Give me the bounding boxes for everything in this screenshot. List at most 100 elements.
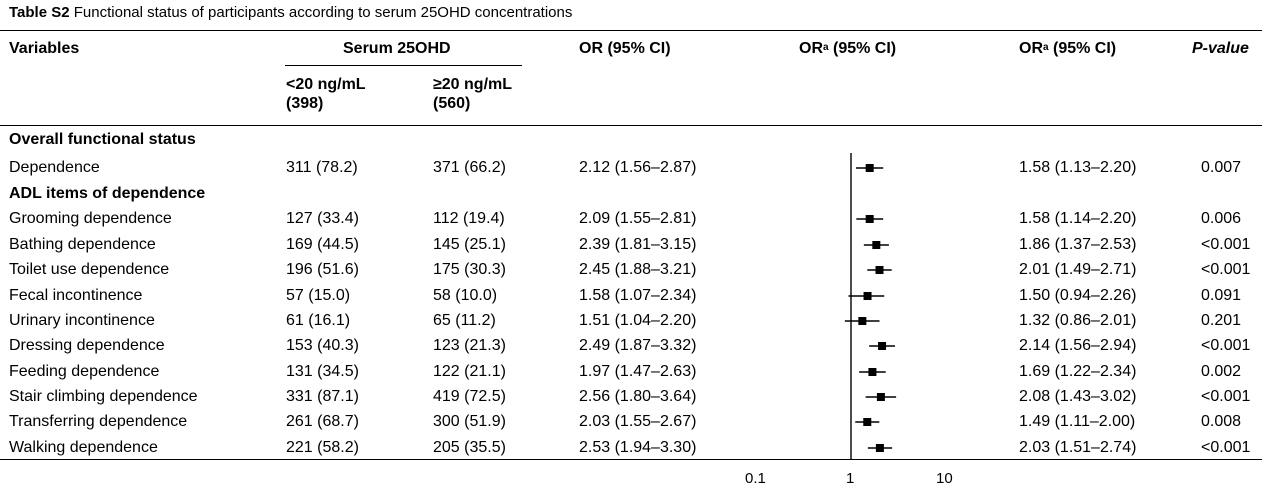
cell-or: 1.51 (1.04–2.20) (579, 312, 697, 329)
table-row: Fecal incontinence 57 (15.0) 58 (10.0) 1.58… (0, 287, 1267, 309)
table-row: Feeding dependence 131 (34.5) 122 (21.1) 1.… (0, 363, 1267, 385)
cell-or: 1.58 (1.07–2.34) (579, 287, 697, 304)
cell-or: 2.03 (1.55–2.67) (579, 413, 697, 430)
point-estimate (863, 418, 872, 426)
header-pvalue: P-value (1192, 40, 1249, 57)
point-estimate (868, 368, 877, 376)
point-estimate (878, 342, 887, 350)
header-or: OR (95% CI) (579, 40, 671, 57)
header-rule (0, 125, 1262, 126)
cell-p: 0.006 (1201, 210, 1242, 227)
header-ge20: ≥20 ng/mL (560) (433, 75, 512, 113)
point-estimate (863, 292, 872, 300)
cell-p: 0.007 (1201, 159, 1242, 176)
caption-label: Table S2 (9, 4, 70, 21)
cell-or: 2.09 (1.55–2.81) (579, 210, 697, 227)
cell-ora: 2.01 (1.49–2.71) (1019, 261, 1137, 278)
header-ora-main: OR (1019, 40, 1043, 57)
cell-ora: 1.49 (1.11–2.00) (1019, 413, 1136, 430)
cell-name: Bathing dependence (9, 236, 156, 253)
cell-name: Dressing dependence (9, 337, 165, 354)
cell-ora: 1.58 (1.14–2.20) (1019, 210, 1137, 227)
cell-or: 2.56 (1.80–3.64) (579, 388, 697, 405)
cell-name: Grooming dependence (9, 210, 172, 227)
table-row: Transferring dependence 261 (68.7) 300 (51… (0, 413, 1267, 435)
cell-lt20: 131 (34.5) (286, 363, 359, 380)
cell-ge20: 123 (21.3) (433, 337, 506, 354)
cell-name: Toilet use dependence (9, 261, 170, 278)
point-estimate (872, 241, 881, 249)
cell-name: Feeding dependence (9, 363, 160, 380)
cell-ora: 2.14 (1.56–2.94) (1019, 337, 1137, 354)
header-ge20-line1: ≥20 ng/mL (433, 76, 513, 93)
cell-lt20: 57 (15.0) (286, 287, 351, 304)
cell-p: 0.002 (1201, 363, 1242, 380)
cell-or: 1.97 (1.47–2.63) (579, 363, 697, 380)
cell-p: <0.001 (1201, 337, 1251, 354)
cell-ora: 1.32 (0.86–2.01) (1019, 312, 1137, 329)
point-estimate (865, 215, 874, 223)
cell-name: Walking dependence (9, 439, 158, 456)
cell-or: 2.45 (1.88–3.21) (579, 261, 697, 278)
axis-tick-0.1: 0.1 (745, 470, 766, 487)
cell-ge20: 112 (19.4) (433, 210, 505, 227)
point-estimate (865, 164, 874, 172)
cell-p: <0.001 (1201, 439, 1251, 456)
cell-p: 0.091 (1201, 287, 1242, 304)
table-row: Bathing dependence 169 (44.5) 145 (25.1) 2.… (0, 236, 1267, 258)
header-ora-rest: (95% CI) (1048, 40, 1117, 57)
header-ora: ORa (95% CI) (1019, 40, 1116, 58)
cell-name: Dependence (9, 159, 100, 176)
cell-ge20: 205 (35.5) (433, 439, 506, 456)
header-variables: Variables (9, 40, 80, 57)
cell-ora: 1.69 (1.22–2.34) (1019, 363, 1137, 380)
cell-lt20: 311 (78.2) (286, 159, 358, 176)
serum-rule (285, 65, 522, 66)
cell-ora: 2.03 (1.51–2.74) (1019, 439, 1137, 456)
cell-name: Stair climbing dependence (9, 388, 198, 405)
table-caption: Table S2 Functional status of participan… (9, 4, 572, 21)
cell-or: 2.53 (1.94–3.30) (579, 439, 697, 456)
header-ora-forest-main: OR (799, 40, 823, 57)
table-row: Dependence 311 (78.2) 371 (66.2) 2.12 (1.56… (0, 159, 1267, 181)
cell-ge20: 300 (51.9) (433, 413, 506, 430)
section-adl: ADL items of dependence (9, 185, 206, 202)
cell-ge20: 122 (21.1) (433, 363, 506, 380)
cell-ge20: 65 (11.2) (433, 312, 496, 329)
axis-tick-10: 10 (936, 470, 953, 487)
table-row: Dressing dependence 153 (40.3) 123 (21.3) 2… (0, 337, 1267, 359)
header-ge20-line2: (560) (433, 95, 471, 112)
cell-p: <0.001 (1201, 261, 1251, 278)
axis-tick-1: 1 (846, 470, 855, 487)
cell-or: 2.39 (1.81–3.15) (579, 236, 697, 253)
header-ora-forest-sup: a (823, 42, 829, 53)
cell-p: <0.001 (1201, 388, 1251, 405)
cell-lt20: 196 (51.6) (286, 261, 359, 278)
table-row: Grooming dependence 127 (33.4) 112 (19.4) 2… (0, 210, 1267, 232)
bottom-rule (0, 459, 1262, 460)
top-rule (0, 30, 1262, 31)
cell-lt20: 331 (87.1) (286, 388, 359, 405)
cell-or: 2.12 (1.56–2.87) (579, 159, 697, 176)
cell-lt20: 261 (68.7) (286, 413, 359, 430)
cell-ge20: 419 (72.5) (433, 388, 506, 405)
cell-lt20: 169 (44.5) (286, 236, 359, 253)
cell-ge20: 58 (10.0) (433, 287, 498, 304)
cell-lt20: 221 (58.2) (286, 439, 359, 456)
cell-p: <0.001 (1201, 236, 1251, 253)
table-row: Stair climbing dependence 331 (87.1) 419 (… (0, 388, 1267, 410)
header-ora-forest-rest: (95% CI) (828, 40, 897, 57)
cell-ora: 1.86 (1.37–2.53) (1019, 236, 1137, 253)
caption-text: Functional status of participants accord… (73, 4, 573, 21)
point-estimate (875, 266, 884, 274)
cell-name: Urinary incontinence (9, 312, 155, 329)
cell-ora: 1.50 (0.94–2.26) (1019, 287, 1137, 304)
cell-p: 0.008 (1201, 413, 1242, 430)
header-ora-sup: a (1043, 42, 1049, 53)
cell-name: Fecal incontinence (9, 287, 143, 304)
table-row: Walking dependence 221 (58.2) 205 (35.5) 2.… (0, 439, 1267, 461)
cell-ge20: 371 (66.2) (433, 159, 506, 176)
point-estimate (875, 444, 884, 452)
cell-or: 2.49 (1.87–3.32) (579, 337, 697, 354)
